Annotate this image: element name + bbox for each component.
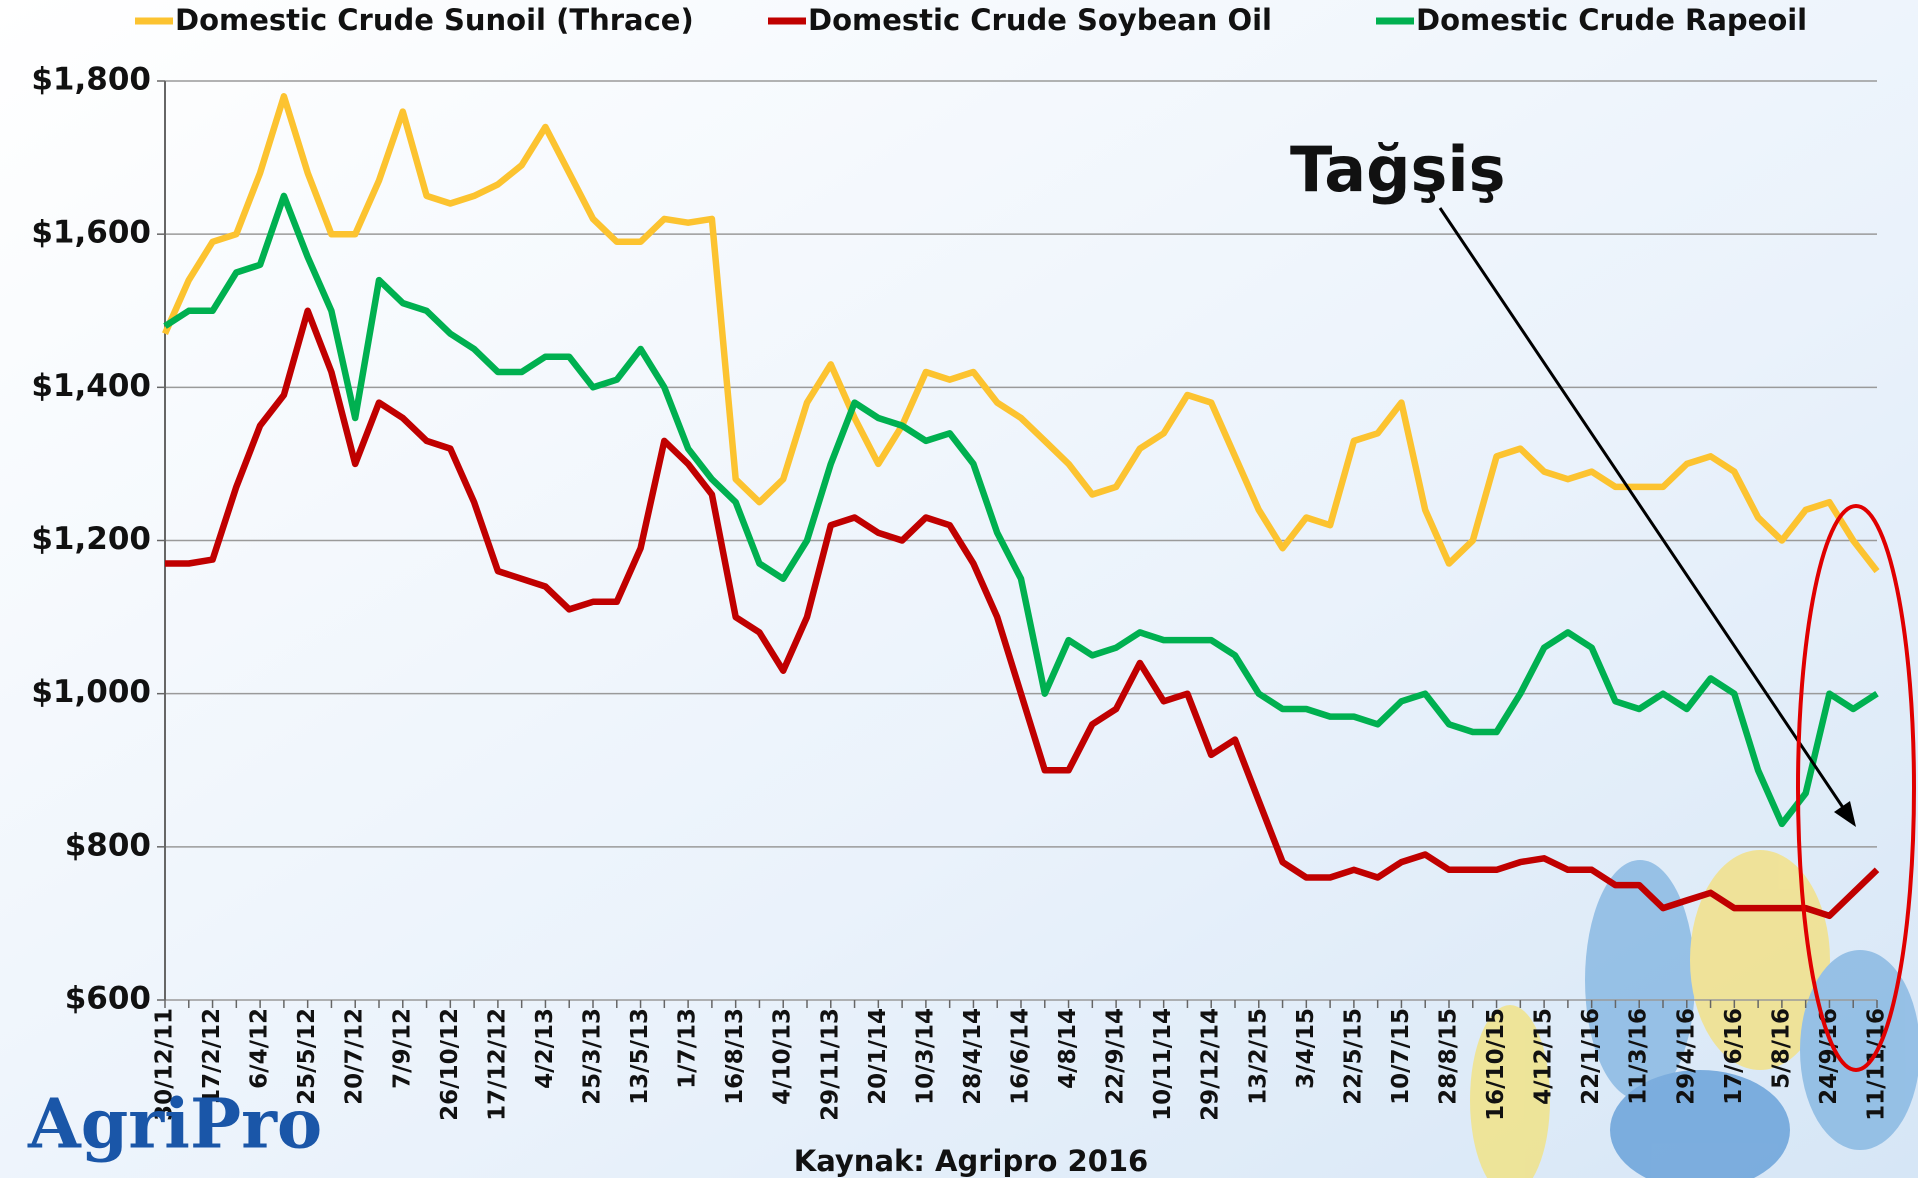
x-tick-label: 25/3/13: [580, 1008, 606, 1105]
x-tick-label: 29/11/13: [817, 1008, 843, 1121]
x-tick-label: 13/5/13: [627, 1008, 653, 1105]
x-tick-label: 20/7/12: [342, 1008, 368, 1105]
x-tick-label: 28/8/15: [1436, 1008, 1462, 1105]
x-tick-label: 4/2/13: [532, 1008, 558, 1089]
y-tick-label: $1,600: [31, 215, 151, 251]
x-tick-label: 29/12/14: [1198, 1008, 1224, 1121]
x-tick-label: 5/8/16: [1768, 1008, 1794, 1089]
y-tick-label: $800: [65, 827, 151, 863]
y-tick-label: $600: [65, 981, 151, 1017]
legend-label: Domestic Crude Soybean Oil: [808, 3, 1272, 37]
x-tick-label: 11/3/16: [1626, 1008, 1652, 1105]
x-tick-label: 22/5/15: [1340, 1008, 1366, 1105]
x-tick-label: 3/4/15: [1293, 1008, 1319, 1089]
x-tick-label: 22/9/14: [1103, 1008, 1129, 1105]
x-tick-label: 4/10/13: [770, 1008, 796, 1105]
x-tick-label: 10/3/14: [912, 1008, 938, 1105]
x-tick-label: 28/4/14: [960, 1008, 986, 1105]
x-tick-label: 26/10/12: [437, 1008, 463, 1121]
x-tick-label: 16/10/15: [1483, 1008, 1509, 1121]
x-tick-label: 4/12/15: [1531, 1008, 1557, 1105]
source: Kaynak: Agripro 2016: [794, 1144, 1149, 1178]
x-tick-label: 6/4/12: [247, 1008, 273, 1089]
x-tick-label: 7/9/12: [389, 1008, 415, 1089]
x-tick-label: 29/4/16: [1673, 1008, 1699, 1105]
x-tick-label: 1/7/13: [675, 1008, 701, 1089]
legend-label: Domestic Crude Sunoil (Thrace): [175, 3, 694, 37]
x-tick-label: 4/8/14: [1055, 1008, 1081, 1089]
x-tick-label: 20/1/14: [865, 1008, 891, 1105]
x-tick-label: 16/6/14: [1008, 1008, 1034, 1105]
y-tick-label: $1,800: [31, 62, 151, 98]
legend-label: Domestic Crude Rapeoil: [1416, 3, 1807, 37]
y-tick-label: $1,200: [31, 521, 151, 557]
chart: $600$800$1,000$1,200$1,400$1,600$1,80030…: [0, 0, 1918, 1178]
y-tick-label: $1,000: [31, 674, 151, 710]
x-tick-label: 13/2/15: [1245, 1008, 1271, 1105]
logo: AgriPro: [27, 1085, 322, 1165]
annotation: Tağşiş: [1290, 133, 1506, 206]
y-tick-label: $1,400: [31, 368, 151, 404]
x-tick-label: 10/11/14: [1150, 1008, 1176, 1121]
x-tick-label: 17/6/16: [1721, 1008, 1747, 1105]
x-tick-label: 22/1/16: [1578, 1008, 1604, 1105]
x-tick-label: 16/8/13: [722, 1008, 748, 1105]
x-tick-label: 17/12/12: [484, 1008, 510, 1121]
x-tick-label: 10/7/15: [1388, 1008, 1414, 1105]
